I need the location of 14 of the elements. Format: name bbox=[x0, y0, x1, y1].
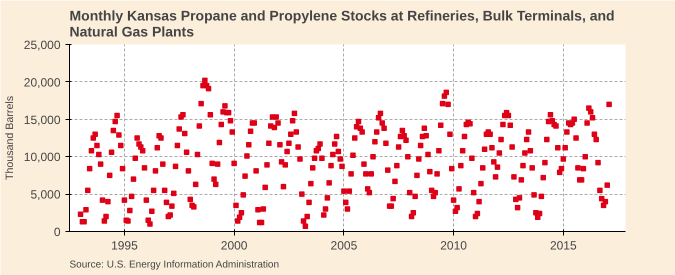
x-tick-label: 2005 bbox=[330, 238, 358, 252]
x-tick-label: 1995 bbox=[111, 238, 138, 252]
y-tick-label: 5,000 bbox=[30, 188, 61, 202]
source-note: Source: U.S. Energy Information Administration bbox=[70, 260, 280, 270]
x-tick-label: 2010 bbox=[440, 238, 468, 252]
y-axis-title: Thousand Barrels bbox=[4, 96, 16, 180]
y-tick-label: 20,000 bbox=[24, 75, 61, 90]
y-tick-label: 25,000 bbox=[24, 38, 61, 52]
x-tick-label: 2000 bbox=[220, 238, 248, 252]
y-tick-label: 0 bbox=[54, 225, 61, 239]
y-tick-label: 10,000 bbox=[24, 150, 61, 164]
y-tick-label: 15,000 bbox=[24, 112, 61, 127]
x-tick-label: 2015 bbox=[550, 238, 577, 252]
chart-title: Monthly Kansas Propane and Propylene Stocks at Refineries, Bulk Terminals, and Natural Gas Plants bbox=[70, 8, 615, 40]
